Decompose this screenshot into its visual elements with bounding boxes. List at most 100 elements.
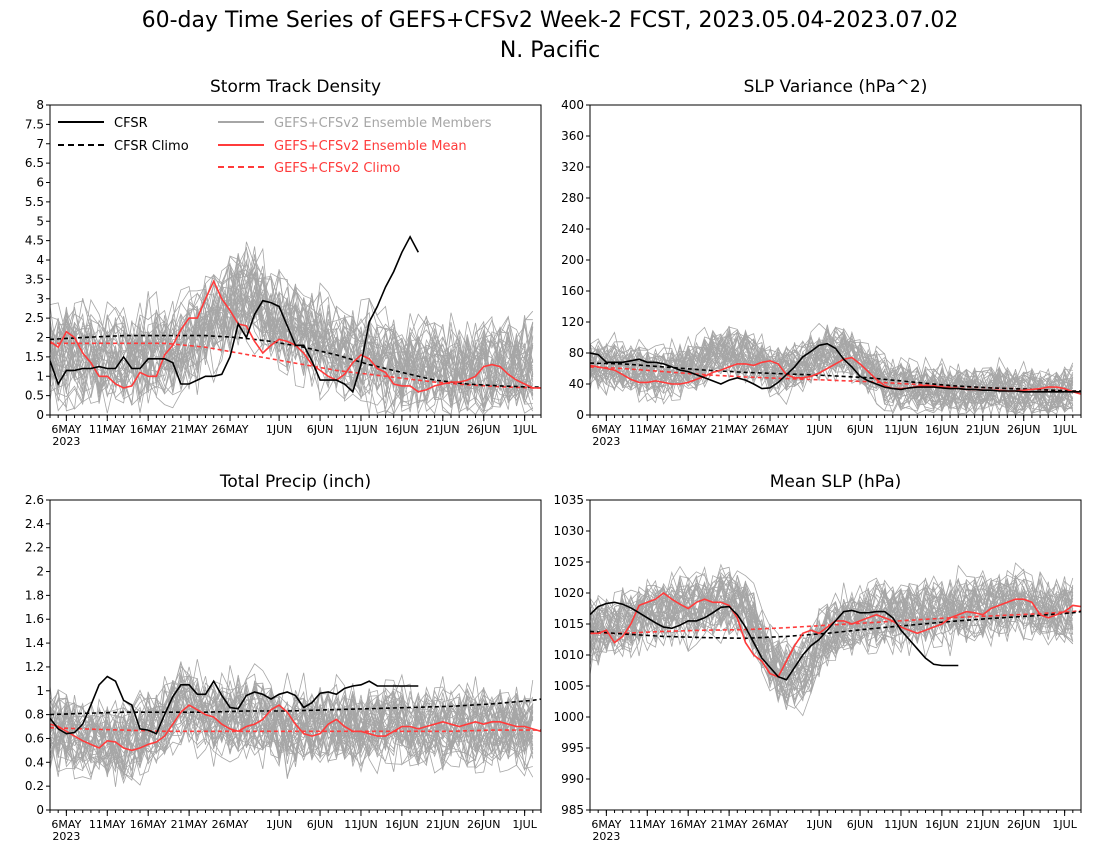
y-tick-label: 2 bbox=[36, 331, 44, 345]
x-tick-label: 21JUN bbox=[426, 818, 460, 831]
x-tick-label: 16MAY bbox=[130, 818, 167, 831]
y-tick-label: 3.5 bbox=[25, 272, 44, 286]
y-tick-label: 1.6 bbox=[25, 612, 44, 626]
y-tick-label: 40 bbox=[569, 377, 584, 391]
y-tick-label: 5.5 bbox=[25, 195, 44, 209]
x-tick-label: 26JUN bbox=[467, 423, 501, 436]
ensemble-member-line bbox=[590, 574, 1074, 702]
ensemble-member-line bbox=[590, 574, 1074, 699]
ensemble-member-line bbox=[50, 682, 534, 768]
y-tick-label: 2.6 bbox=[25, 493, 44, 507]
ensemble-member-line bbox=[590, 585, 1074, 692]
ensemble-member-line bbox=[590, 335, 1074, 414]
y-tick-label: 985 bbox=[561, 803, 584, 817]
x-tick-label: 16JUN bbox=[925, 818, 959, 831]
ensemble-member-line bbox=[50, 247, 534, 392]
legend: CFSR CFSR Climo GEFS+CFSv2 Ensemble Member… bbox=[58, 116, 492, 176]
ensemble-member-line bbox=[50, 283, 534, 415]
panel-title: SLP Variance (hPa^2) bbox=[744, 77, 928, 97]
x-tick-label: 6MAY bbox=[591, 423, 621, 436]
chart-panel-3: Total Precip (inch) 0 0.2 0.4 0.6 0.8 1 1.2 1.4 1… bbox=[25, 472, 542, 843]
y-tick-label: 4 bbox=[36, 253, 44, 267]
y-tick-label: 80 bbox=[569, 346, 584, 360]
x-tick-label: 26JUN bbox=[1007, 423, 1041, 436]
ensemble-members bbox=[50, 659, 534, 787]
ensemble-member-line bbox=[590, 326, 1074, 401]
x-tick-label: 11JUN bbox=[884, 818, 918, 831]
ensemble-climo-line bbox=[50, 726, 541, 733]
cfsr-climo-line bbox=[50, 698, 541, 716]
y-tick-label: 200 bbox=[561, 253, 584, 267]
ensemble-member-line bbox=[50, 272, 534, 415]
y-tick-label: 1 bbox=[36, 684, 44, 698]
x-tick-label: 21MAY bbox=[711, 818, 748, 831]
x-tick-label: 1JUL bbox=[1052, 818, 1077, 831]
y-tick-label: 1 bbox=[36, 369, 44, 383]
panel-title: Storm Track Density bbox=[210, 77, 381, 97]
y-tick-label: 2.5 bbox=[25, 311, 44, 325]
ensemble-member-line bbox=[590, 573, 1073, 670]
y-tick-label: 280 bbox=[561, 191, 584, 205]
cfsr-line bbox=[50, 235, 420, 394]
cfsr-line bbox=[590, 601, 959, 681]
x-tick-label: 11JUN bbox=[344, 818, 378, 831]
y-tick-label: 360 bbox=[561, 129, 584, 143]
y-tick-label: 1.2 bbox=[25, 660, 44, 674]
x-tick-label: 6JUN bbox=[847, 818, 874, 831]
x-tick-label: 1JUL bbox=[1052, 423, 1077, 436]
y-tick-label: 5 bbox=[36, 214, 44, 228]
y-tick-label: 320 bbox=[561, 160, 584, 174]
y-tick-label: 7 bbox=[36, 137, 44, 151]
y-tick-label: 1030 bbox=[553, 524, 584, 538]
figure-title: 60-day Time Series of GEFS+CFSv2 Week-2 … bbox=[142, 8, 959, 33]
x-tick-label: 16MAY bbox=[130, 423, 167, 436]
plot-frame bbox=[589, 499, 1082, 811]
cfsr-climo-line bbox=[590, 610, 1081, 640]
x-tick-label: 11MAY bbox=[89, 818, 126, 831]
x-tick-label: 11JUN bbox=[344, 423, 378, 436]
x-tick-year: 2023 bbox=[52, 830, 80, 843]
ensemble-member-line bbox=[50, 674, 534, 770]
ensemble-member-line bbox=[590, 338, 1074, 415]
x-tick-label: 21MAY bbox=[171, 818, 208, 831]
y-tick-label: 0.2 bbox=[25, 779, 44, 793]
chart-panel-1: Storm Track Density 0 0.5 1 1.5 2 2.5 3 3.5 4 4.5 5… bbox=[25, 77, 542, 448]
x-tick-label: 16MAY bbox=[670, 423, 707, 436]
x-tick-label: 11MAY bbox=[629, 818, 666, 831]
y-tick-label: 0.5 bbox=[25, 389, 44, 403]
ensemble-member-line bbox=[50, 684, 533, 776]
ensemble-member-line bbox=[590, 574, 1074, 677]
x-tick-label: 26MAY bbox=[752, 423, 789, 436]
y-tick-label: 4.5 bbox=[25, 234, 44, 248]
cfsr-climo-line bbox=[590, 362, 1081, 392]
x-tick-label: 21MAY bbox=[171, 423, 208, 436]
panel-title: Total Precip (inch) bbox=[219, 472, 371, 492]
y-tick-label: 1015 bbox=[553, 617, 584, 631]
cfsr-line bbox=[590, 342, 1081, 393]
ensemble-member-line bbox=[50, 679, 534, 772]
x-tick-label: 1JUN bbox=[806, 423, 833, 436]
y-tick-label: 0 bbox=[36, 408, 44, 422]
x-tick-label: 26MAY bbox=[212, 423, 249, 436]
ensemble-members bbox=[590, 322, 1074, 415]
y-tick-label: 400 bbox=[561, 98, 584, 112]
y-tick-label: 0.6 bbox=[25, 731, 44, 745]
x-tick-label: 6MAY bbox=[591, 818, 621, 831]
x-tick-label: 11MAY bbox=[629, 423, 666, 436]
y-tick-label: 0.4 bbox=[25, 755, 44, 769]
ensemble-member-line bbox=[590, 335, 1073, 413]
legend-label-cfsr-climo: CFSR Climo bbox=[114, 139, 189, 154]
y-tick-label: 6 bbox=[36, 176, 44, 190]
y-tick-label: 1.8 bbox=[25, 588, 44, 602]
ensemble-member-line bbox=[590, 335, 1074, 415]
ensemble-member-line bbox=[590, 322, 1074, 409]
y-tick-label: 8 bbox=[36, 98, 44, 112]
x-tick-label: 21JUN bbox=[966, 818, 1000, 831]
x-tick-label: 1JUN bbox=[806, 818, 833, 831]
ensemble-mean-line bbox=[50, 704, 541, 752]
x-tick-label: 1JUN bbox=[266, 818, 293, 831]
ensemble-member-line bbox=[590, 562, 1074, 676]
panel-title: Mean SLP (hPa) bbox=[770, 472, 902, 492]
x-tick-label: 11MAY bbox=[89, 423, 126, 436]
cfsr-line bbox=[50, 675, 419, 735]
